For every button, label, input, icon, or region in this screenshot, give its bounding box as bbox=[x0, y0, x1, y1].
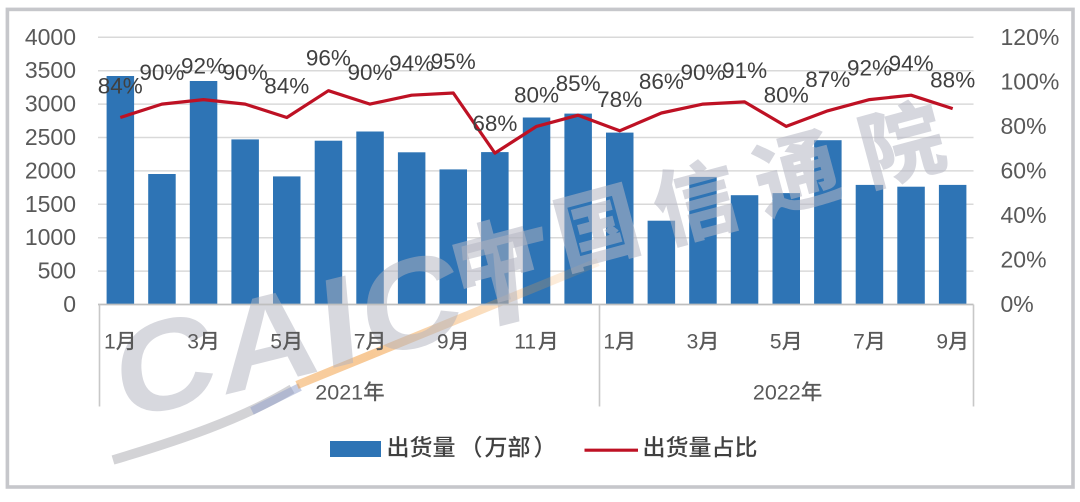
svg-text:20%: 20% bbox=[1001, 247, 1047, 273]
svg-text:100%: 100% bbox=[1001, 68, 1060, 94]
svg-text:1: 1 bbox=[603, 331, 615, 354]
svg-text:80%: 80% bbox=[514, 82, 559, 107]
svg-text:500: 500 bbox=[38, 258, 76, 284]
svg-text:7: 7 bbox=[853, 331, 865, 354]
svg-text:2021: 2021 bbox=[315, 381, 363, 405]
svg-text:1500: 1500 bbox=[25, 191, 76, 217]
svg-text:94%: 94% bbox=[389, 51, 434, 76]
svg-text:92%: 92% bbox=[847, 56, 892, 81]
svg-text:2500: 2500 bbox=[25, 124, 76, 150]
svg-text:11: 11 bbox=[514, 331, 536, 354]
svg-text:80%: 80% bbox=[1001, 113, 1047, 139]
svg-text:0%: 0% bbox=[1001, 291, 1034, 317]
svg-text:90%: 90% bbox=[223, 60, 268, 85]
svg-text:68%: 68% bbox=[472, 111, 517, 136]
svg-text:1000: 1000 bbox=[25, 224, 76, 250]
svg-text:88%: 88% bbox=[930, 68, 975, 93]
svg-text:80%: 80% bbox=[764, 82, 809, 107]
svg-text:9: 9 bbox=[437, 331, 449, 354]
svg-text:84%: 84% bbox=[98, 74, 143, 99]
svg-text:5: 5 bbox=[270, 331, 282, 354]
svg-text:94%: 94% bbox=[889, 51, 934, 76]
svg-text:92%: 92% bbox=[181, 54, 226, 79]
svg-text:3500: 3500 bbox=[25, 57, 76, 83]
svg-text:90%: 90% bbox=[139, 60, 184, 85]
svg-text:87%: 87% bbox=[805, 67, 850, 92]
svg-text:90%: 90% bbox=[347, 60, 392, 85]
svg-text:5: 5 bbox=[770, 331, 782, 354]
svg-text:40%: 40% bbox=[1001, 202, 1047, 228]
svg-text:1: 1 bbox=[104, 331, 116, 354]
svg-text:3000: 3000 bbox=[25, 91, 76, 117]
svg-text:84%: 84% bbox=[264, 74, 309, 99]
svg-text:3: 3 bbox=[187, 331, 199, 354]
svg-text:0: 0 bbox=[63, 291, 76, 317]
svg-text:85%: 85% bbox=[556, 71, 601, 96]
svg-text:90%: 90% bbox=[680, 60, 725, 85]
svg-text:7: 7 bbox=[354, 331, 366, 354]
svg-text:86%: 86% bbox=[639, 69, 684, 94]
svg-text:9: 9 bbox=[936, 331, 948, 354]
svg-text:96%: 96% bbox=[306, 46, 351, 71]
svg-text:4000: 4000 bbox=[25, 24, 76, 50]
svg-text:2022: 2022 bbox=[753, 381, 801, 405]
svg-text:3: 3 bbox=[687, 331, 699, 354]
svg-text:2000: 2000 bbox=[25, 157, 76, 183]
svg-text:78%: 78% bbox=[597, 87, 642, 112]
svg-text:91%: 91% bbox=[722, 58, 767, 83]
svg-text:120%: 120% bbox=[1001, 24, 1060, 50]
svg-text:95%: 95% bbox=[431, 49, 476, 74]
svg-text:60%: 60% bbox=[1001, 157, 1047, 183]
